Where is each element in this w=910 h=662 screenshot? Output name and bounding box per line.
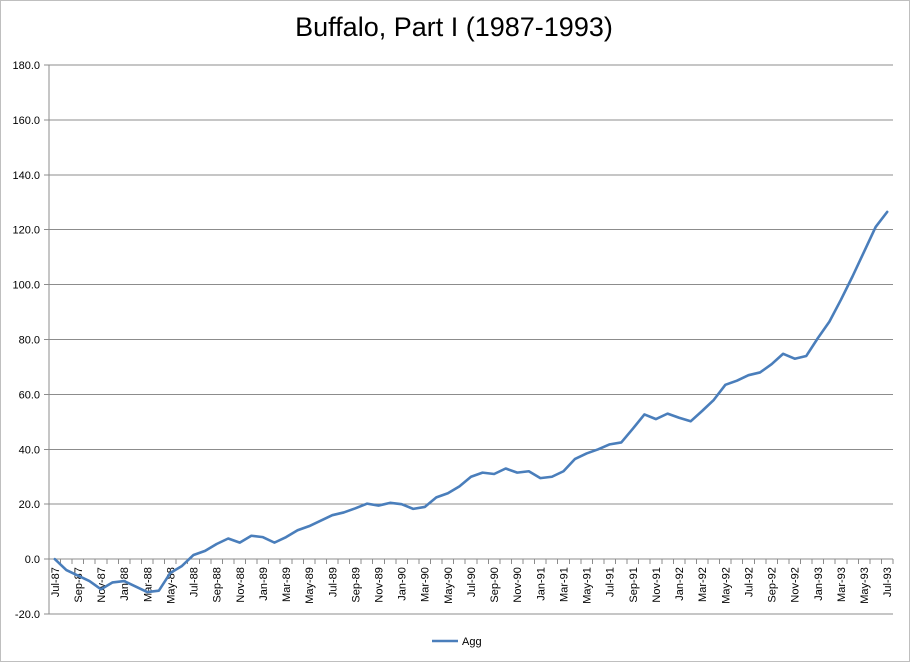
x-tick-label: May-93 [859,567,871,604]
y-tick-label: 120.0 [12,225,40,237]
x-tick-label: Sep-88 [212,567,224,602]
x-tick-label: Jan-89 [258,567,270,601]
x-tick-label: Sep-89 [350,567,362,602]
x-tick-label: Nov-90 [512,567,524,602]
x-tick-label: May-89 [304,567,316,604]
x-tick-label: Jul-93 [882,567,894,597]
x-tick-label: Nov-87 [96,567,108,602]
x-tick-label: Sep-90 [489,567,501,602]
x-tick-label: Jan-91 [535,567,547,601]
x-tick-label: Jan-88 [119,567,131,601]
x-tick-label: May-90 [443,567,455,604]
x-tick-label: Mar-93 [836,567,848,602]
x-tick-label: Jul-92 [743,567,755,597]
x-tick-label: Jul-87 [50,567,62,597]
series-layer [53,210,889,594]
x-tick-label: Mar-92 [697,567,709,602]
x-tick-label: Jul-89 [327,567,339,597]
x-tick-label: Mar-88 [142,567,154,602]
y-tick-label: 80.0 [19,335,40,347]
x-tick-label: Jul-90 [466,567,478,597]
x-tick-label: Jul-91 [605,567,617,597]
gridlines [49,64,893,615]
x-tick-label: Mar-89 [281,567,293,602]
x-tick-label: Sep-91 [628,567,640,602]
x-axis-ticks: Jul-87 Sep-87 Nov-87 Jan-88 Mar-88 May-88 Jul-… [48,559,894,604]
y-tick-label: 40.0 [19,444,40,456]
x-tick-label: Nov-91 [651,567,663,602]
legend-label-agg: Agg [462,636,482,648]
y-tick-label: 20.0 [19,499,40,511]
y-axis-ticks: -20.0 0.0 20.0 40.0 60.0 80.0 100.0 120.0 140.0 1… [12,60,49,621]
x-tick-label: May-91 [582,567,594,604]
x-tick-label: Nov-88 [235,567,247,602]
legend: Agg [432,636,482,648]
series-line-agg [53,210,889,594]
y-tick-label: 140.0 [12,170,40,182]
x-tick-label: Nov-89 [374,567,386,602]
y-tick-label: 160.0 [12,115,40,127]
x-tick-label: Sep-92 [767,567,779,602]
x-tick-label: May-92 [720,567,732,604]
x-tick-label: Sep-87 [73,567,85,602]
x-tick-label: Mar-90 [420,567,432,602]
y-tick-label: 180.0 [12,60,40,72]
x-tick-label: Jan-90 [397,567,409,601]
x-tick-label: Jul-88 [189,567,201,597]
y-tick-label: 60.0 [19,389,40,401]
x-tick-label: Mar-91 [558,567,570,602]
x-tick-label: Nov-92 [790,567,802,602]
x-tick-label: Jan-93 [813,567,825,601]
chart-title: Buffalo, Part I (1987-1993) [295,12,613,42]
y-tick-label: 0.0 [25,554,40,566]
y-tick-label: 100.0 [12,280,40,292]
x-tick-label: Jan-92 [674,567,686,601]
y-tick-label: -20.0 [15,609,40,621]
